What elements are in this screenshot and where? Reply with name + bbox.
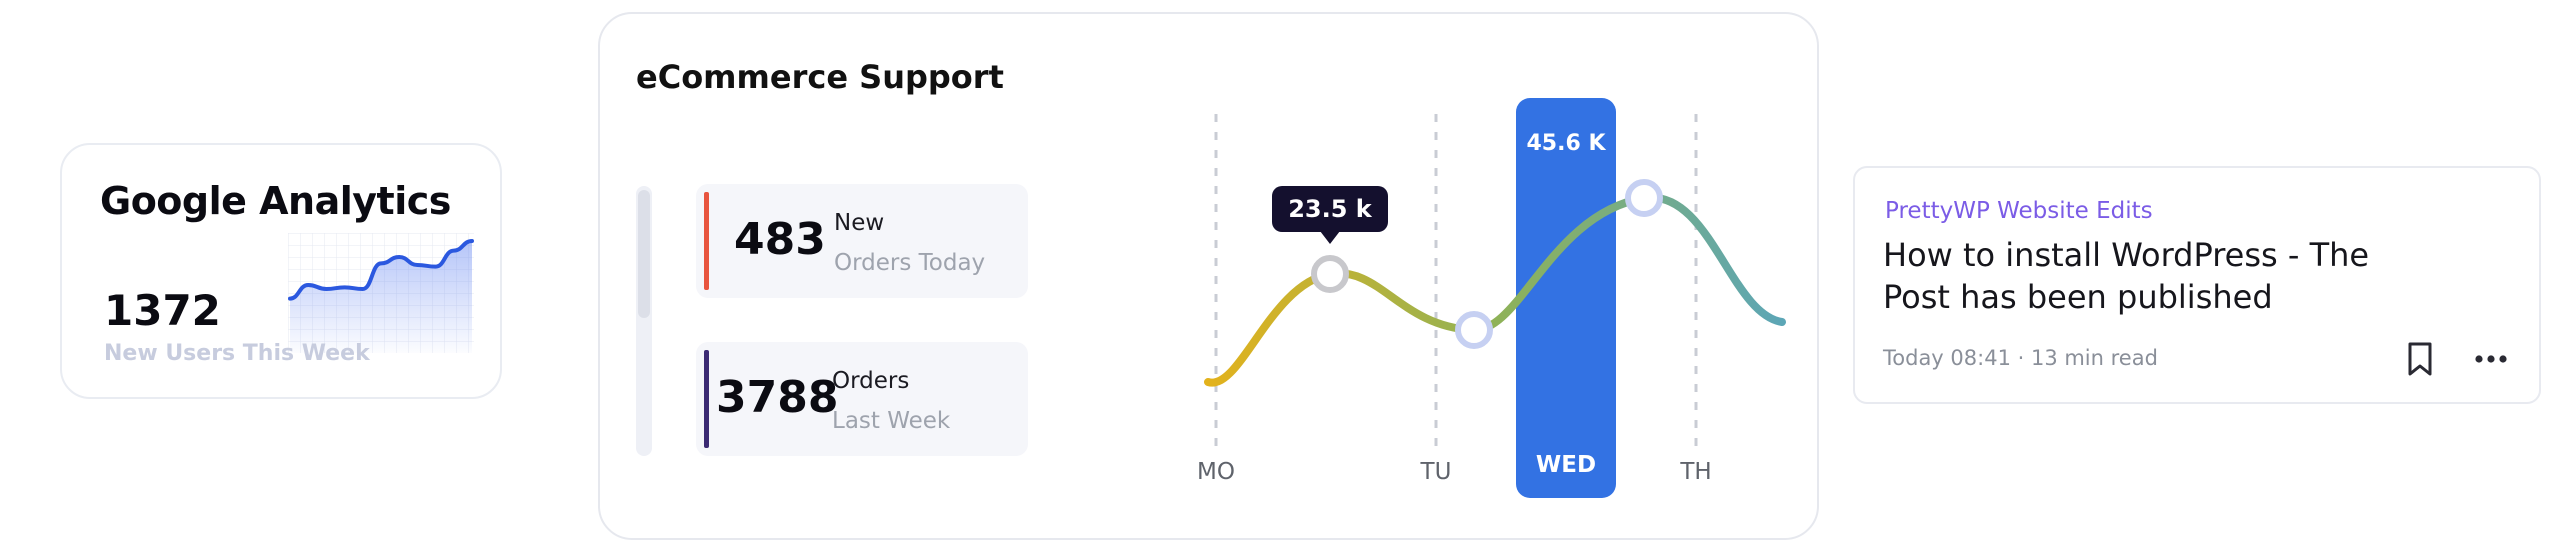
more-icon[interactable] xyxy=(2471,340,2511,378)
x-tick-th: TH xyxy=(1679,459,1711,485)
ga-value: 1372 xyxy=(104,286,221,335)
stat-value: 483 xyxy=(734,214,826,265)
stat-label-top: Orders xyxy=(832,368,910,394)
post-category-link[interactable]: PrettyWP Website Edits xyxy=(1885,198,2153,224)
ecommerce-title: eCommerce Support xyxy=(636,58,1004,96)
tooltip-label: 23.5 k xyxy=(1288,195,1373,223)
highlight-value-label: 45.6 K xyxy=(1527,131,1607,156)
post-meta: Today 08:41 · 13 min read xyxy=(1883,346,2158,370)
ga-label: New Users This Week xyxy=(104,341,370,366)
chart-tooltip: 23.5 k xyxy=(1272,186,1388,244)
ga-title: Google Analytics xyxy=(100,179,451,223)
ecommerce-chart: 45.6 K 23.5 k MO TU WED TH xyxy=(1197,98,1786,498)
stat-accent-bar xyxy=(704,350,709,448)
ga-sparkline-area xyxy=(290,241,472,353)
stat-new-orders: 483 New Orders Today xyxy=(696,184,1028,298)
highlight-column-wed[interactable] xyxy=(1516,98,1616,498)
stat-value: 3788 xyxy=(716,372,839,423)
x-tick-tu: TU xyxy=(1420,459,1452,485)
stat-last-week-orders: 3788 Orders Last Week xyxy=(696,342,1028,456)
scrollbar-thumb[interactable] xyxy=(638,190,650,318)
google-analytics-card: Google Analytics 1372 New Users This Wee… xyxy=(60,143,502,399)
stat-label-bottom: Orders Today xyxy=(834,250,986,276)
stat-label-top: New xyxy=(834,210,885,236)
stats-scrollbar[interactable] xyxy=(636,186,652,456)
point-marker-mo[interactable] xyxy=(1311,255,1349,293)
point-marker-tu[interactable] xyxy=(1455,311,1493,349)
ga-sparkline-line xyxy=(288,239,474,301)
x-tick-wed: WED xyxy=(1536,452,1596,478)
ecommerce-support-card: eCommerce Support 483 New Orders Today 3… xyxy=(598,12,1819,540)
bookmark-icon[interactable] xyxy=(2403,340,2437,378)
stat-accent-bar xyxy=(704,192,709,290)
x-tick-mo: MO xyxy=(1197,459,1235,485)
stat-label-bottom: Last Week xyxy=(832,408,951,434)
point-marker-wed[interactable] xyxy=(1625,179,1663,217)
ga-sparkline xyxy=(288,233,474,353)
post-title[interactable]: How to install WordPress - The Post has … xyxy=(1883,236,2370,316)
blog-post-card[interactable]: PrettyWP Website Edits How to install Wo… xyxy=(1853,166,2541,404)
